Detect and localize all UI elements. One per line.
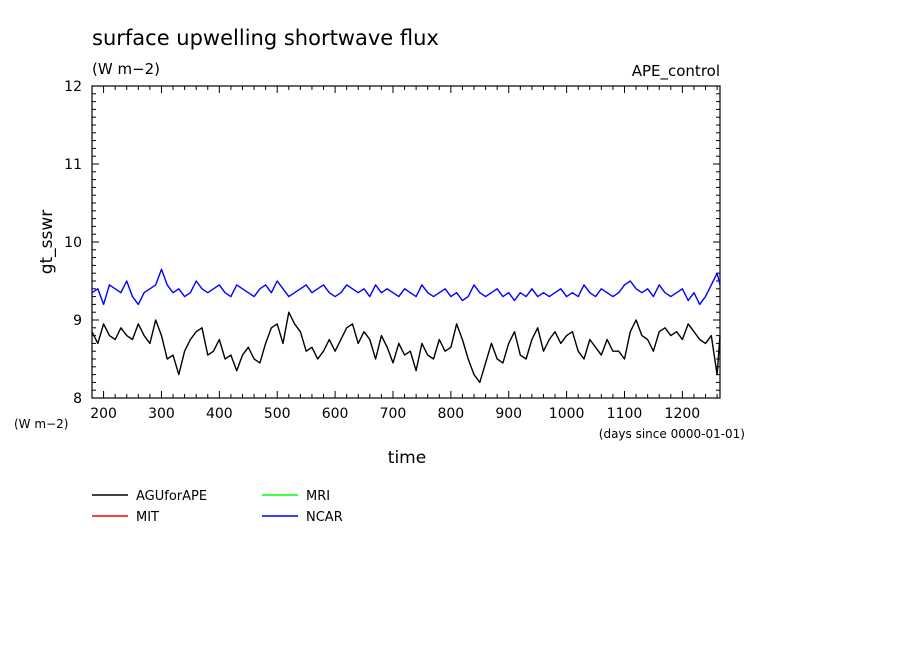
chart-subtitle-units: (W m−2) (92, 60, 160, 78)
x-tick-label: 1100 (607, 406, 643, 422)
x-tick-label: 1200 (665, 406, 701, 422)
legend-label-ncar: NCAR (306, 510, 343, 525)
y-axis-units: (W m−2) (14, 417, 68, 431)
legend-label-mit: MIT (136, 510, 159, 525)
x-tick-label: 500 (264, 406, 291, 422)
series-line-aguforape (91, 311, 721, 384)
y-tick-label: 11 (64, 157, 82, 173)
x-tick-label: 300 (148, 406, 175, 422)
y-tick-label: 12 (64, 79, 82, 95)
x-tick-label: 1000 (549, 406, 585, 422)
y-tick-label: 10 (64, 235, 82, 251)
x-tick-label: 200 (90, 406, 117, 422)
x-axis-title: time (388, 448, 426, 468)
series-layer (91, 268, 721, 384)
y-tick-label: 9 (73, 313, 82, 329)
y-axis-title: gt_sswr (37, 210, 57, 275)
y-tick-label: 8 (73, 391, 82, 407)
series-line-ncar (91, 268, 721, 306)
chart-title: surface upwelling shortwave flux (92, 26, 439, 50)
y-axis: 8 9 10 11 12 (64, 79, 720, 407)
x-axis: 200 300 400 500 600 700 800 900 1000 1100 1200 (90, 86, 718, 422)
x-tick-label: 800 (437, 406, 464, 422)
x-tick-label: 900 (495, 406, 522, 422)
experiment-label: APE_control (632, 62, 720, 81)
x-tick-label: 600 (322, 406, 349, 422)
legend-label-mri: MRI (306, 489, 330, 504)
x-tick-label: 400 (206, 406, 233, 422)
x-axis-units: (days since 0000-01-01) (599, 427, 745, 441)
legend: AGUforAPE MIT MRI NCAR (92, 489, 343, 525)
x-tick-label: 700 (380, 406, 407, 422)
legend-label-aguforape: AGUforAPE (136, 489, 207, 504)
